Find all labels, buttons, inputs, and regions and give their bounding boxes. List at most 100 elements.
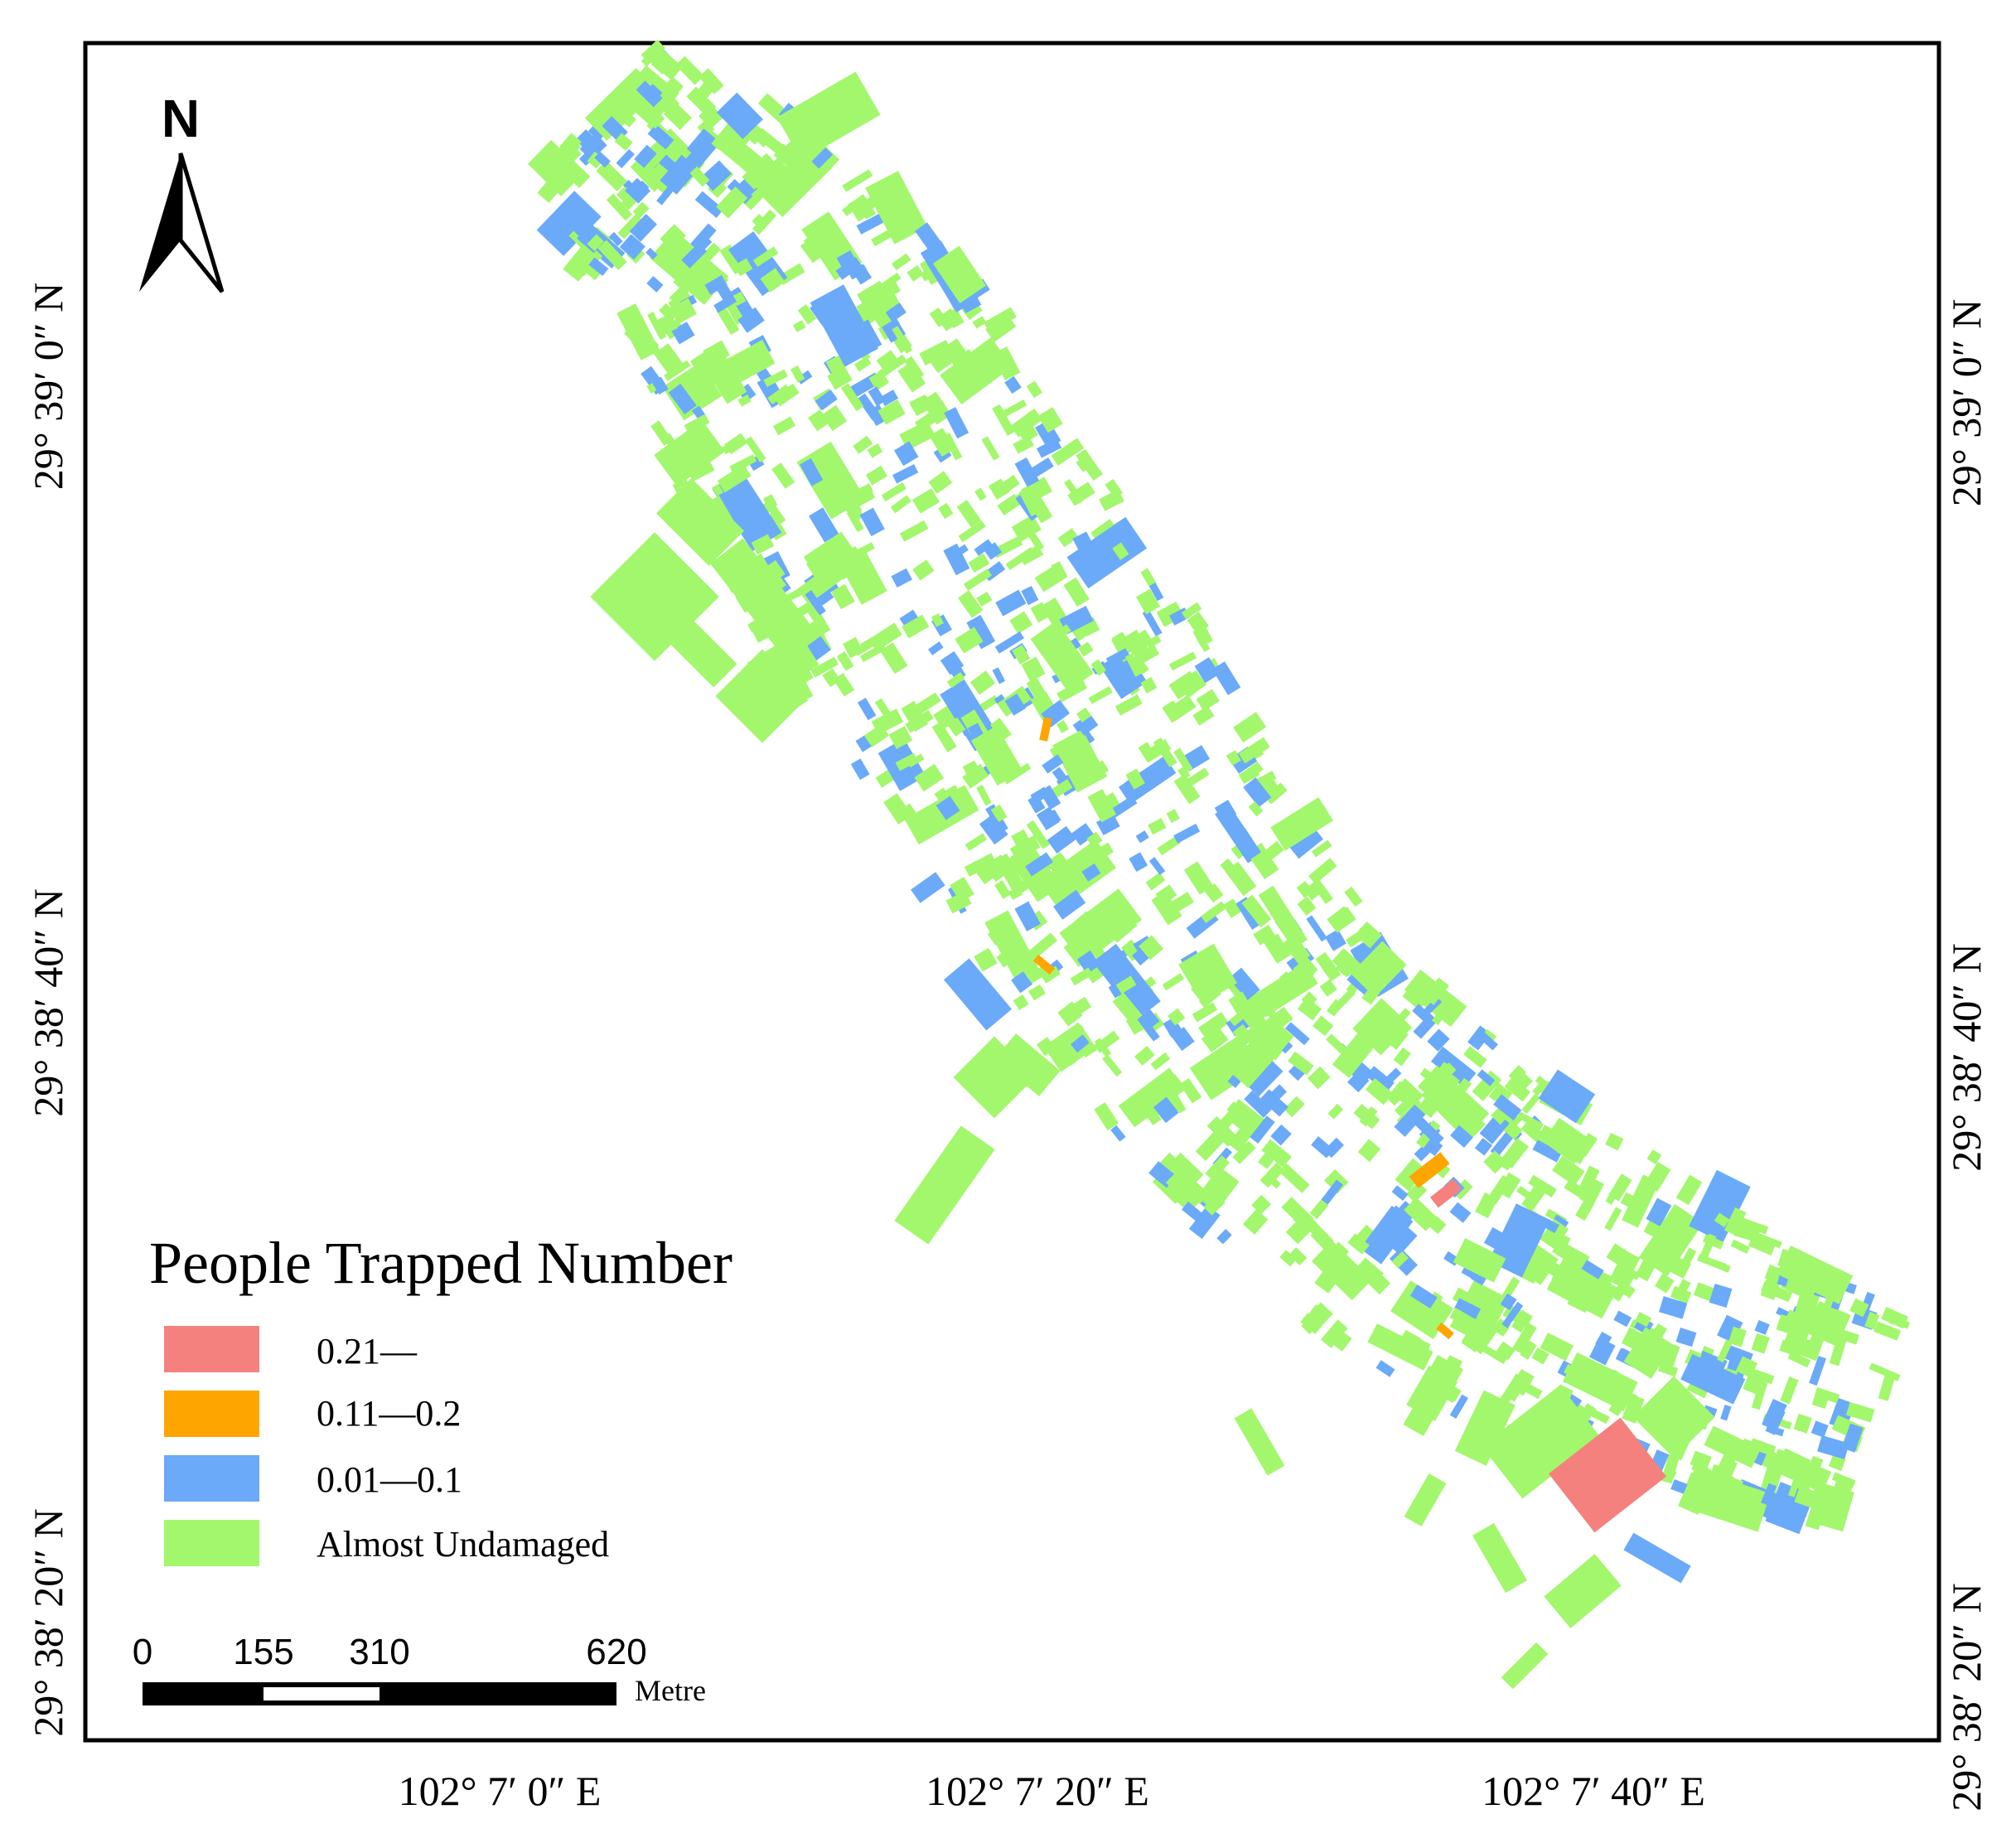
building-undamaged xyxy=(1516,1111,1544,1130)
building-undamaged xyxy=(568,230,596,258)
building-low xyxy=(651,376,669,395)
building-undamaged xyxy=(1284,1096,1305,1118)
building-large xyxy=(994,1033,1061,1096)
building-undamaged xyxy=(1258,885,1308,950)
building-large xyxy=(1482,1385,1601,1499)
building-undamaged xyxy=(1173,773,1201,805)
building-low xyxy=(1182,1201,1209,1226)
building-low xyxy=(681,243,708,268)
building-undamaged xyxy=(792,320,806,332)
building-undamaged xyxy=(1623,1327,1673,1379)
building-undamaged xyxy=(1263,840,1284,861)
building-undamaged xyxy=(1037,839,1117,910)
building-low xyxy=(851,264,873,285)
building-undamaged xyxy=(1192,625,1214,647)
building-undamaged xyxy=(1145,635,1162,649)
building-undamaged xyxy=(1148,818,1167,835)
building-undamaged xyxy=(990,856,1022,883)
building-undamaged xyxy=(632,97,665,129)
building-low xyxy=(992,667,1006,685)
building-low xyxy=(1841,1423,1864,1453)
building-undamaged xyxy=(1112,542,1129,560)
building-undamaged xyxy=(673,241,690,259)
building-undamaged xyxy=(881,481,906,502)
building-low xyxy=(1501,1301,1524,1328)
building-undamaged xyxy=(1059,888,1143,965)
building-undamaged xyxy=(1311,839,1332,858)
building-undamaged xyxy=(1405,1181,1428,1203)
building-undamaged xyxy=(654,312,679,336)
building-undamaged xyxy=(1556,1141,1586,1164)
building-undamaged xyxy=(1115,975,1137,994)
building-undamaged xyxy=(919,340,953,366)
building-undamaged xyxy=(1386,1027,1409,1050)
building-low xyxy=(1538,1069,1596,1124)
building-undamaged xyxy=(1005,547,1036,571)
building-undamaged xyxy=(827,365,853,390)
building-undamaged xyxy=(1830,1479,1847,1500)
building-undamaged xyxy=(1659,1342,1680,1370)
building-undamaged xyxy=(906,753,925,768)
building-undamaged xyxy=(1646,1149,1662,1165)
building-low xyxy=(935,796,960,820)
building-large xyxy=(894,1125,995,1245)
building-undamaged xyxy=(1070,967,1093,986)
building-undamaged xyxy=(1044,624,1071,647)
building-low xyxy=(1409,1284,1438,1309)
building-low xyxy=(1321,1179,1343,1205)
building-undamaged xyxy=(964,853,997,877)
building-undamaged xyxy=(1179,1077,1202,1104)
building-undamaged xyxy=(1264,782,1288,805)
building-low xyxy=(1023,457,1054,482)
building-undamaged xyxy=(1664,1254,1691,1280)
building-undamaged xyxy=(940,785,969,815)
scale-tick-155: 155 xyxy=(233,1632,293,1672)
building-low xyxy=(1449,1202,1472,1223)
building-undamaged xyxy=(773,416,796,436)
building-low xyxy=(1004,693,1027,716)
building-undamaged xyxy=(1500,1276,1520,1304)
building-low xyxy=(1775,1307,1789,1318)
building-low xyxy=(1110,795,1138,818)
building-undamaged xyxy=(891,253,911,271)
building-undamaged xyxy=(1622,1284,1636,1299)
building-undamaged xyxy=(1403,1091,1429,1116)
building-undamaged xyxy=(614,133,633,152)
building-low xyxy=(1081,863,1101,882)
building-undamaged xyxy=(1267,1175,1282,1189)
building-low xyxy=(656,184,675,206)
building-undamaged xyxy=(1749,1438,1777,1457)
building-low xyxy=(1658,1296,1688,1319)
building-undamaged xyxy=(1575,1200,1594,1222)
building-low xyxy=(1375,1360,1395,1377)
building-undamaged xyxy=(1288,1247,1308,1265)
building-undamaged xyxy=(1220,858,1237,875)
building-undamaged xyxy=(892,326,913,354)
building-undamaged xyxy=(1013,994,1029,1011)
building-undamaged xyxy=(1321,1319,1348,1348)
building-low xyxy=(800,457,824,486)
building-undamaged xyxy=(717,464,752,493)
legend-label-high: 0.21— xyxy=(317,1331,418,1371)
building-low xyxy=(1689,1169,1751,1243)
building-undamaged xyxy=(1301,991,1317,1008)
building-undamaged xyxy=(1168,1008,1186,1026)
building-undamaged xyxy=(1521,1093,1540,1115)
building-undamaged xyxy=(1165,1169,1187,1192)
building-undamaged xyxy=(977,694,999,714)
building-undamaged xyxy=(1472,1325,1497,1355)
building-large xyxy=(655,605,737,688)
building-undamaged xyxy=(1726,1477,1743,1497)
building-undamaged xyxy=(1314,1262,1344,1294)
building-low xyxy=(1244,1090,1272,1118)
building-large xyxy=(1234,1408,1285,1476)
building-undamaged xyxy=(1463,1046,1487,1068)
building-undamaged xyxy=(1608,1173,1632,1202)
latitude-label-left-38-40: 29° 38′ 40″ N xyxy=(25,888,71,1116)
building-undamaged xyxy=(868,370,890,391)
building-low xyxy=(1173,823,1201,844)
building-undamaged xyxy=(1018,425,1039,443)
building-undamaged xyxy=(1357,1139,1381,1163)
building-undamaged xyxy=(606,193,633,221)
building-undamaged xyxy=(909,394,930,412)
